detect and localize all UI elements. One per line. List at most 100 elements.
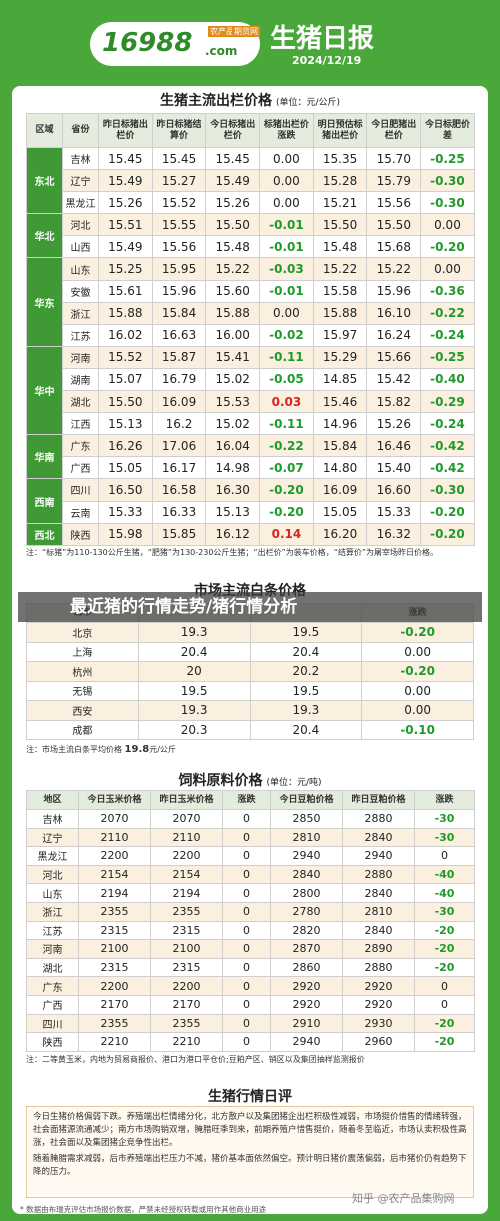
province-cell: 四川 [62, 478, 99, 502]
column-header: 省份 [62, 113, 99, 148]
section-title: 生猪主流出栏价格 (单位：元/公斤) [26, 90, 474, 110]
value-cell: 15.66 [366, 345, 422, 369]
row: 山东 2194 2194 0 2800 2840 -40 [26, 883, 475, 903]
value-cell: 15.56 [151, 235, 207, 259]
value-cell: 15.82 [366, 390, 422, 414]
column-header: 今日豆粕价格 [270, 790, 343, 810]
value-cell: 16.09 [312, 478, 368, 502]
value-cell: 15.96 [151, 279, 207, 303]
value-cell: -0.10 [361, 719, 474, 740]
average: 19.8 [124, 744, 150, 755]
value-cell: 2355 [150, 901, 223, 922]
value-cell: 0 [222, 1013, 271, 1034]
value-cell: 15.60 [205, 279, 261, 303]
province-cell: 湖南 [62, 367, 99, 392]
region-cell: 西北 [26, 522, 63, 546]
value-cell: 16.79 [151, 367, 207, 392]
value-cell: -30 [414, 901, 475, 922]
value-cell: 2960 [342, 1032, 415, 1052]
value-cell: 14.96 [312, 412, 368, 436]
value-cell: 15.40 [366, 456, 422, 480]
value-cell: 2840 [342, 883, 415, 903]
value-cell: -20 [414, 920, 475, 941]
value-cell: -0.20 [420, 235, 475, 259]
row: 辽宁 2110 2110 0 2810 2840 -30 [26, 827, 475, 848]
value-cell: -0.30 [420, 191, 475, 215]
province-cell: 浙江 [62, 301, 99, 325]
value-cell: -0.03 [259, 257, 314, 281]
value-cell: -20 [414, 957, 475, 978]
value-cell: 0 [222, 957, 271, 978]
value-cell: 15.02 [205, 412, 261, 436]
row: 杭州 20 20.2 -0.20 [26, 661, 474, 682]
row: 吉林 2070 2070 0 2850 2880 -30 [26, 809, 475, 829]
value-cell: 15.13 [98, 412, 153, 436]
header-row: 地区 今日玉米价格 昨日玉米价格 涨跌 今日豆粕价格 昨日豆粕价格 涨跌 [26, 790, 475, 810]
watermark: 知乎 @农产品集购网 [352, 1192, 455, 1205]
value-cell: -0.30 [420, 169, 475, 193]
value-cell: 0 [414, 846, 475, 866]
value-cell: -0.20 [420, 522, 475, 546]
region-cell: 山东 [26, 883, 79, 903]
value-cell: 15.50 [205, 213, 261, 237]
value-cell: 2800 [270, 883, 343, 903]
value-cell: 2810 [270, 827, 343, 848]
value-cell: 2070 [150, 809, 223, 829]
value-cell: 2890 [342, 939, 415, 959]
value-cell: 15.52 [151, 191, 207, 215]
value-cell: 15.79 [366, 169, 422, 193]
value-cell: 2315 [78, 920, 151, 941]
province-cell: 河北 [62, 213, 99, 237]
value-cell: 15.26 [205, 191, 261, 215]
value-cell: 15.50 [366, 213, 422, 237]
value-cell: 2210 [150, 1032, 223, 1052]
value-cell: -0.42 [420, 456, 475, 480]
row: 广西 15.05 16.17 14.98 -0.07 14.80 15.40 -0.42 [27, 456, 475, 480]
province-cell: 山东 [62, 257, 99, 281]
row: 成都 20.3 20.4 -0.10 [26, 719, 474, 740]
value-cell: -40 [414, 883, 475, 903]
footer: * 数据由布瑞克评估市场报价数据，严禁未经授权转载或用作其他商业用途 [20, 1205, 267, 1214]
province-cell: 江苏 [62, 323, 99, 347]
region-cell: 东北 [26, 146, 63, 215]
unit: (单位：元/吨) [266, 778, 322, 788]
value-cell: 0.00 [259, 146, 314, 171]
value-cell: 15.22 [366, 257, 422, 281]
value-cell: 16.2 [151, 412, 207, 436]
header-row: 区域 省份 昨日标猪出栏价 昨日标猪结算价 今日标猪出栏价 标猪出栏价涨跌 明日预估标猪出栏… [26, 113, 475, 148]
value-cell: -20 [414, 1032, 475, 1052]
value-cell: 2194 [150, 883, 223, 903]
region-cell: 辽宁 [26, 827, 79, 848]
value-cell: 2154 [78, 864, 151, 885]
value-cell: -0.24 [420, 323, 475, 347]
value-cell: 2920 [342, 976, 415, 996]
column-header: 标猪出栏价涨跌 [259, 113, 314, 148]
value-cell: 15.55 [151, 213, 207, 237]
value-cell: 15.96 [366, 279, 422, 303]
date: 2024/12/19 [292, 54, 362, 67]
province-cell: 广东 [62, 434, 99, 458]
value-cell: 2920 [270, 976, 343, 996]
value-cell: -0.30 [420, 478, 475, 502]
value-cell: 0.14 [259, 522, 314, 546]
city-cell: 无锡 [26, 680, 139, 701]
value-cell: -0.20 [361, 661, 474, 682]
value-cell: 15.56 [366, 191, 422, 215]
province-cell: 吉林 [62, 146, 99, 171]
value-cell: 2170 [150, 994, 223, 1015]
value-cell: 20.4 [137, 641, 251, 662]
value-cell: 15.42 [366, 367, 422, 392]
row: 辽宁 15.49 15.27 15.49 0.00 15.28 15.79 -0.30 [27, 169, 475, 193]
region-cell: 河南 [26, 939, 79, 959]
value-cell: 2850 [270, 809, 343, 829]
review-box: 今日生猪价格偏弱下跌。养殖端出栏情绪分化，北方散户以及集团猪企出栏积极性减弱，市… [26, 1106, 474, 1198]
value-cell: 0.00 [361, 700, 474, 721]
section-title: 生猪行情日评 [26, 1086, 474, 1106]
unit: (单位：元/公斤) [275, 98, 341, 108]
logo-tag: 期货网 [232, 26, 260, 37]
value-cell: 2840 [270, 864, 343, 885]
row: 黑龙江 15.26 15.52 15.26 0.00 15.21 15.56 -0.30 [27, 191, 475, 215]
title: 生猪主流出栏价格 [159, 93, 272, 109]
region-cell: 湖北 [26, 957, 79, 978]
row: 华北 河北 15.51 15.55 15.50 -0.01 15.50 15.50 0.00 [26, 213, 475, 259]
